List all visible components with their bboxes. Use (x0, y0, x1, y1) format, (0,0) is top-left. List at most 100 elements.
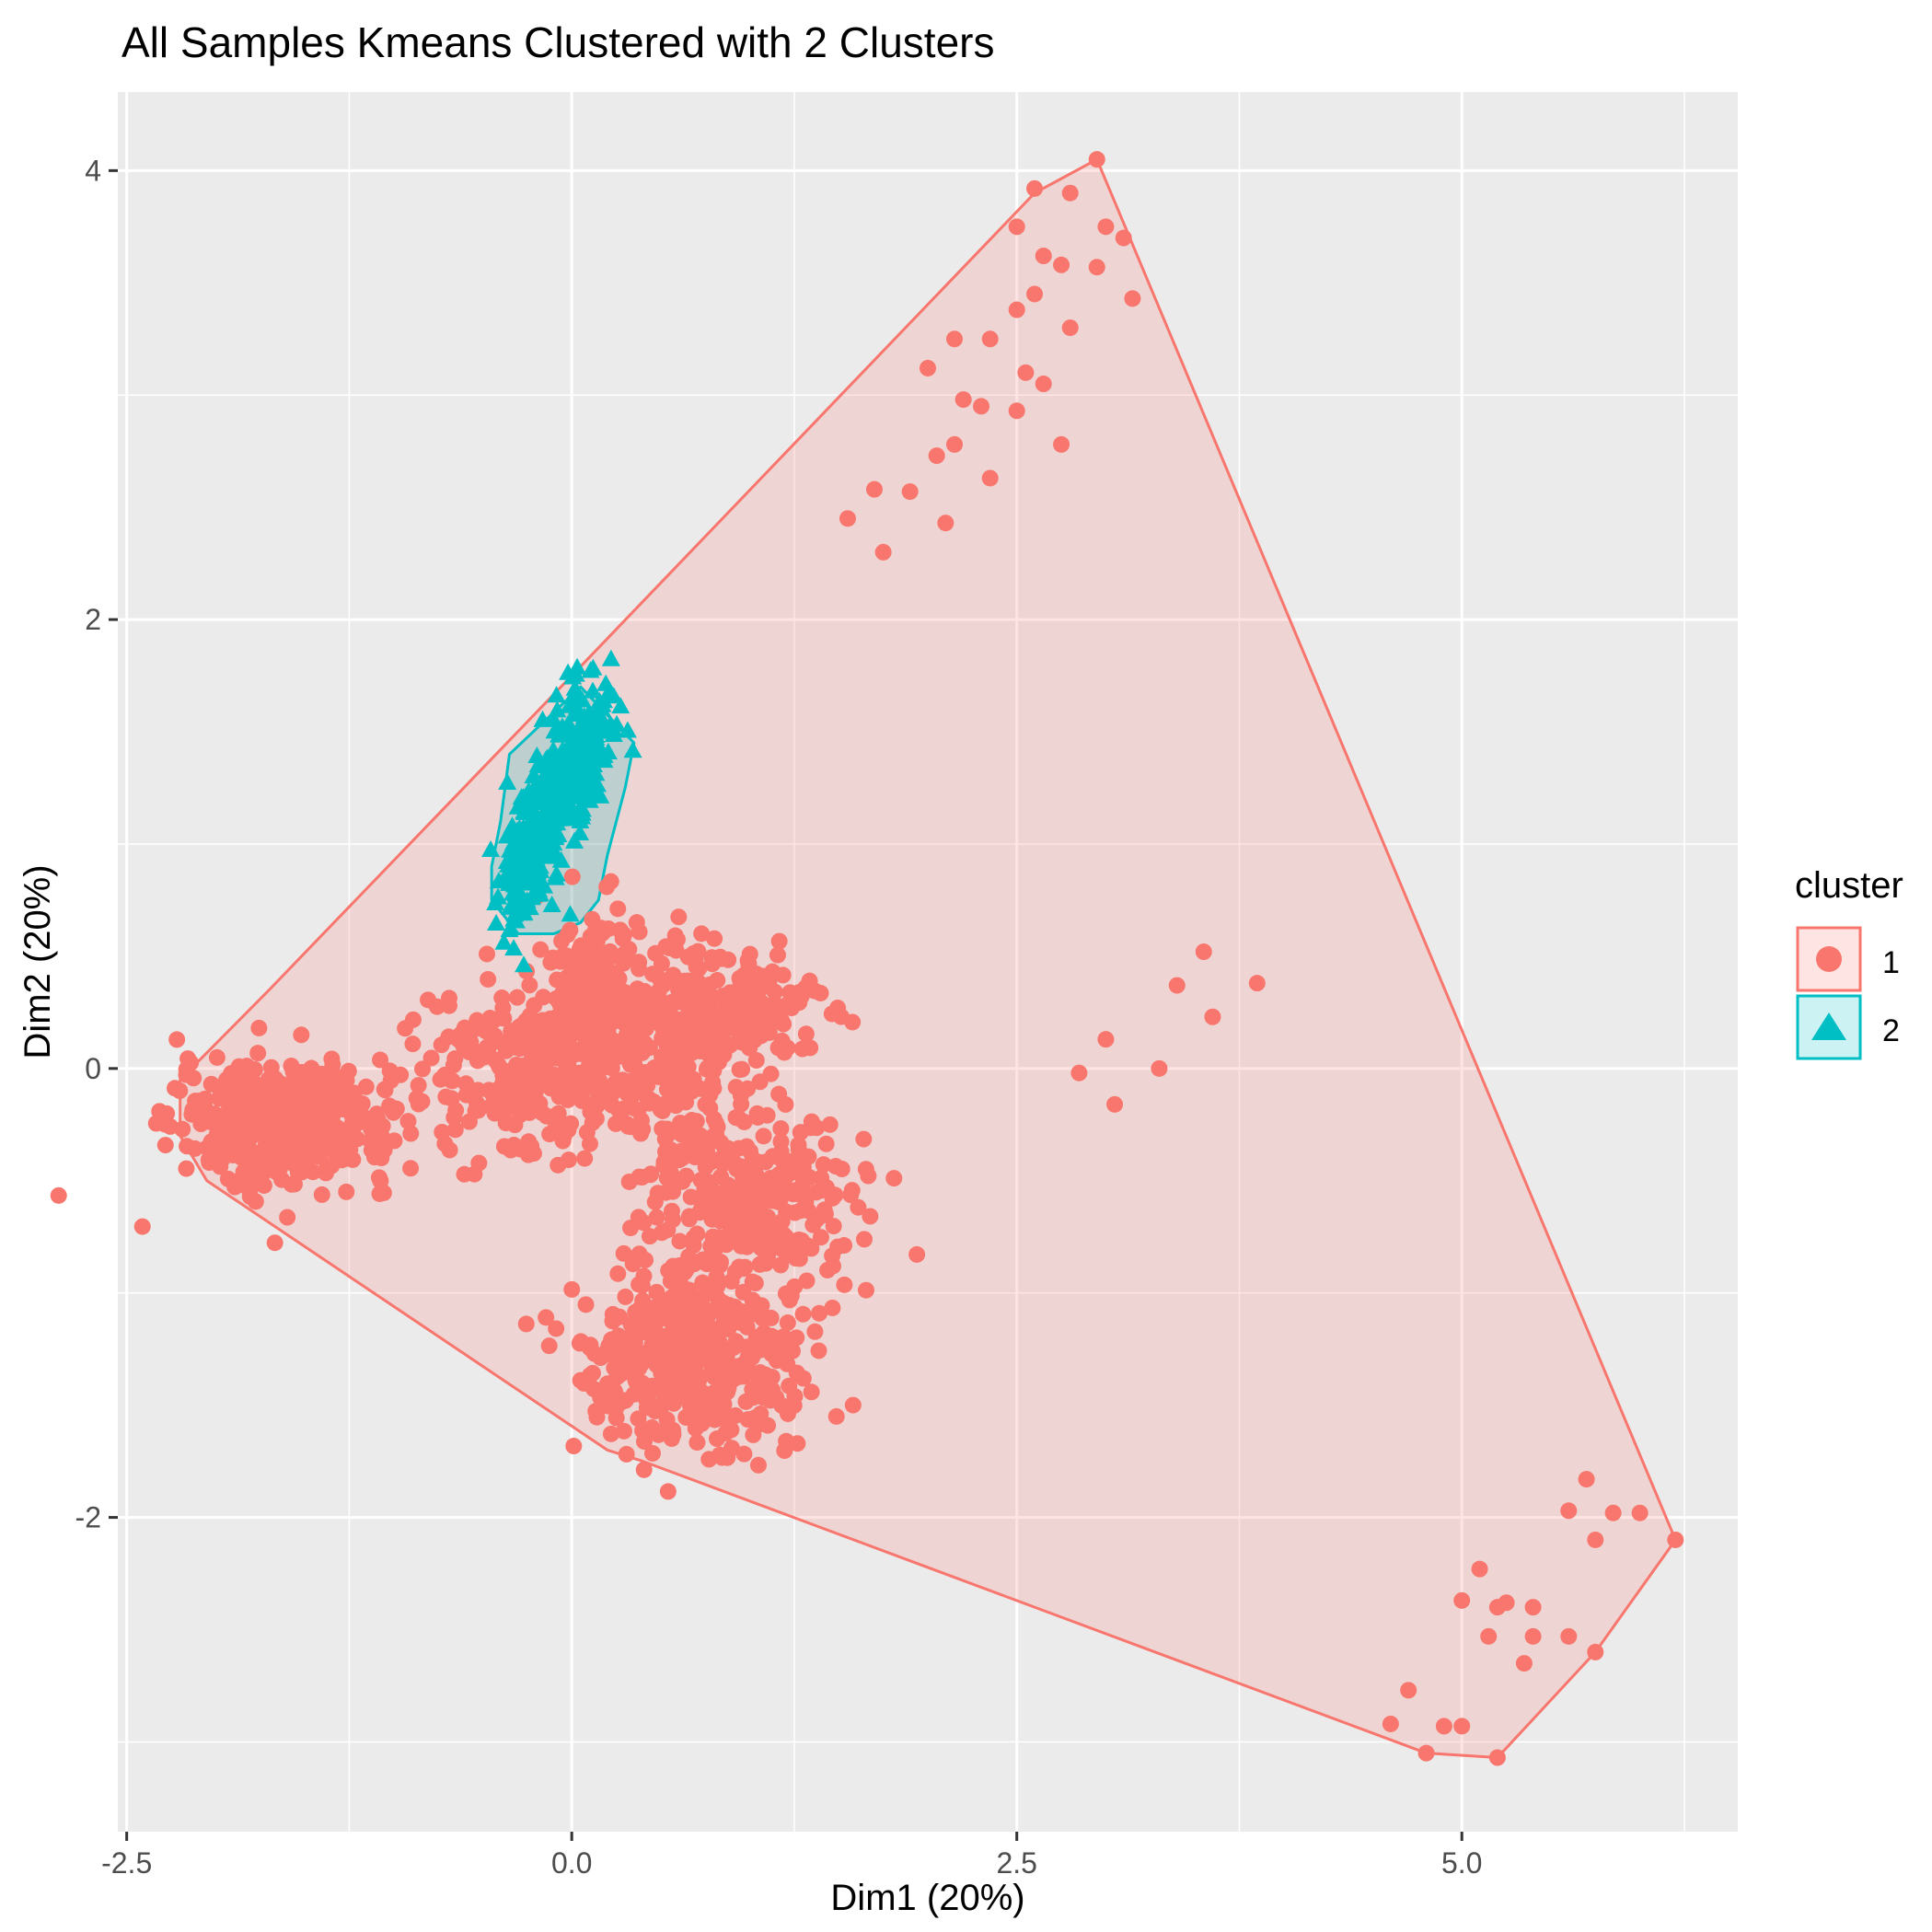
data-point (635, 1433, 653, 1451)
data-point (226, 1178, 244, 1196)
data-point (616, 926, 633, 943)
data-point (874, 543, 892, 561)
data-point (908, 1245, 926, 1263)
data-point (741, 1170, 758, 1187)
data-point (836, 1276, 853, 1293)
data-point (734, 1362, 751, 1380)
data-point (246, 1061, 263, 1079)
data-point (810, 1342, 827, 1359)
data-point (441, 1141, 458, 1159)
data-point (711, 1212, 729, 1230)
data-point (688, 1434, 706, 1452)
data-point (208, 1048, 226, 1066)
data-point (641, 1091, 658, 1108)
data-point (812, 1182, 829, 1199)
data-point (753, 1297, 770, 1314)
data-point (587, 1110, 605, 1128)
data-point (546, 826, 565, 843)
data-point (133, 1218, 151, 1235)
data-point (561, 721, 581, 738)
data-point (571, 801, 590, 818)
data-point (434, 1123, 451, 1140)
data-point (1587, 1643, 1604, 1660)
data-point (682, 1188, 700, 1206)
data-point (318, 1164, 335, 1182)
data-point (687, 1357, 704, 1374)
data-point (324, 1126, 341, 1143)
data-point (617, 1288, 634, 1305)
data-point (655, 1095, 673, 1113)
data-point (556, 795, 575, 813)
data-point (623, 741, 642, 758)
data-point (701, 1086, 719, 1104)
data-point (655, 1153, 673, 1171)
data-point (581, 1135, 598, 1152)
data-point (283, 1175, 300, 1193)
data-point (714, 1155, 732, 1173)
data-point (206, 1132, 224, 1150)
data-point (565, 678, 584, 696)
data-point (647, 944, 665, 962)
data-point (577, 968, 595, 986)
data-point (357, 1078, 375, 1095)
data-point (50, 1186, 67, 1204)
data-point (668, 931, 686, 948)
data-point (803, 1240, 820, 1257)
data-point (526, 867, 546, 885)
data-point (584, 658, 603, 676)
data-point (618, 721, 637, 738)
data-point (1097, 218, 1115, 236)
data-point (519, 1146, 537, 1163)
data-point (631, 923, 648, 941)
data-point (475, 1048, 492, 1066)
data-point (606, 1012, 623, 1029)
data-point (402, 1160, 420, 1177)
data-point (1168, 977, 1186, 994)
data-point (638, 1391, 655, 1408)
data-point (733, 1095, 750, 1113)
data-point (792, 1158, 810, 1175)
data-point (598, 684, 618, 701)
data-point (1604, 1504, 1622, 1521)
data-point (697, 1138, 714, 1155)
data-point (631, 1300, 649, 1317)
data-point (648, 1209, 665, 1226)
data-point (604, 1347, 621, 1364)
data-point (680, 1208, 698, 1225)
data-point (1435, 1718, 1452, 1735)
legend-entry-1: 1 (1796, 926, 1900, 992)
data-point (825, 1218, 842, 1235)
data-point (708, 1268, 725, 1286)
data-point (338, 1183, 355, 1200)
data-point (702, 1237, 720, 1255)
data-point (699, 1255, 716, 1273)
data-point (1488, 1749, 1506, 1766)
data-point (410, 1077, 427, 1094)
data-point (609, 900, 627, 918)
data-point (372, 1051, 389, 1069)
data-point (730, 1197, 747, 1215)
data-point (521, 840, 540, 858)
data-point (413, 1093, 431, 1110)
data-point (501, 1097, 518, 1115)
data-point (234, 1142, 251, 1160)
data-point (714, 1025, 732, 1043)
data-point (690, 960, 708, 978)
data-point (781, 1291, 798, 1309)
data-point (579, 703, 598, 721)
centroid-point (552, 780, 581, 804)
data-point (1498, 1594, 1515, 1612)
data-point (550, 1043, 568, 1060)
data-point (576, 1150, 594, 1167)
legend-label-2: 2 (1882, 1013, 1900, 1048)
plot-panel (118, 92, 1738, 1832)
y-axis-label: Dim2 (20%) (17, 864, 58, 1059)
data-point (542, 838, 561, 855)
data-point (612, 1366, 630, 1383)
data-point (596, 674, 616, 691)
data-point (560, 1118, 577, 1136)
data-point (563, 987, 581, 1004)
data-point (779, 1314, 796, 1332)
data-point (469, 1082, 487, 1099)
data-point (309, 1122, 327, 1140)
